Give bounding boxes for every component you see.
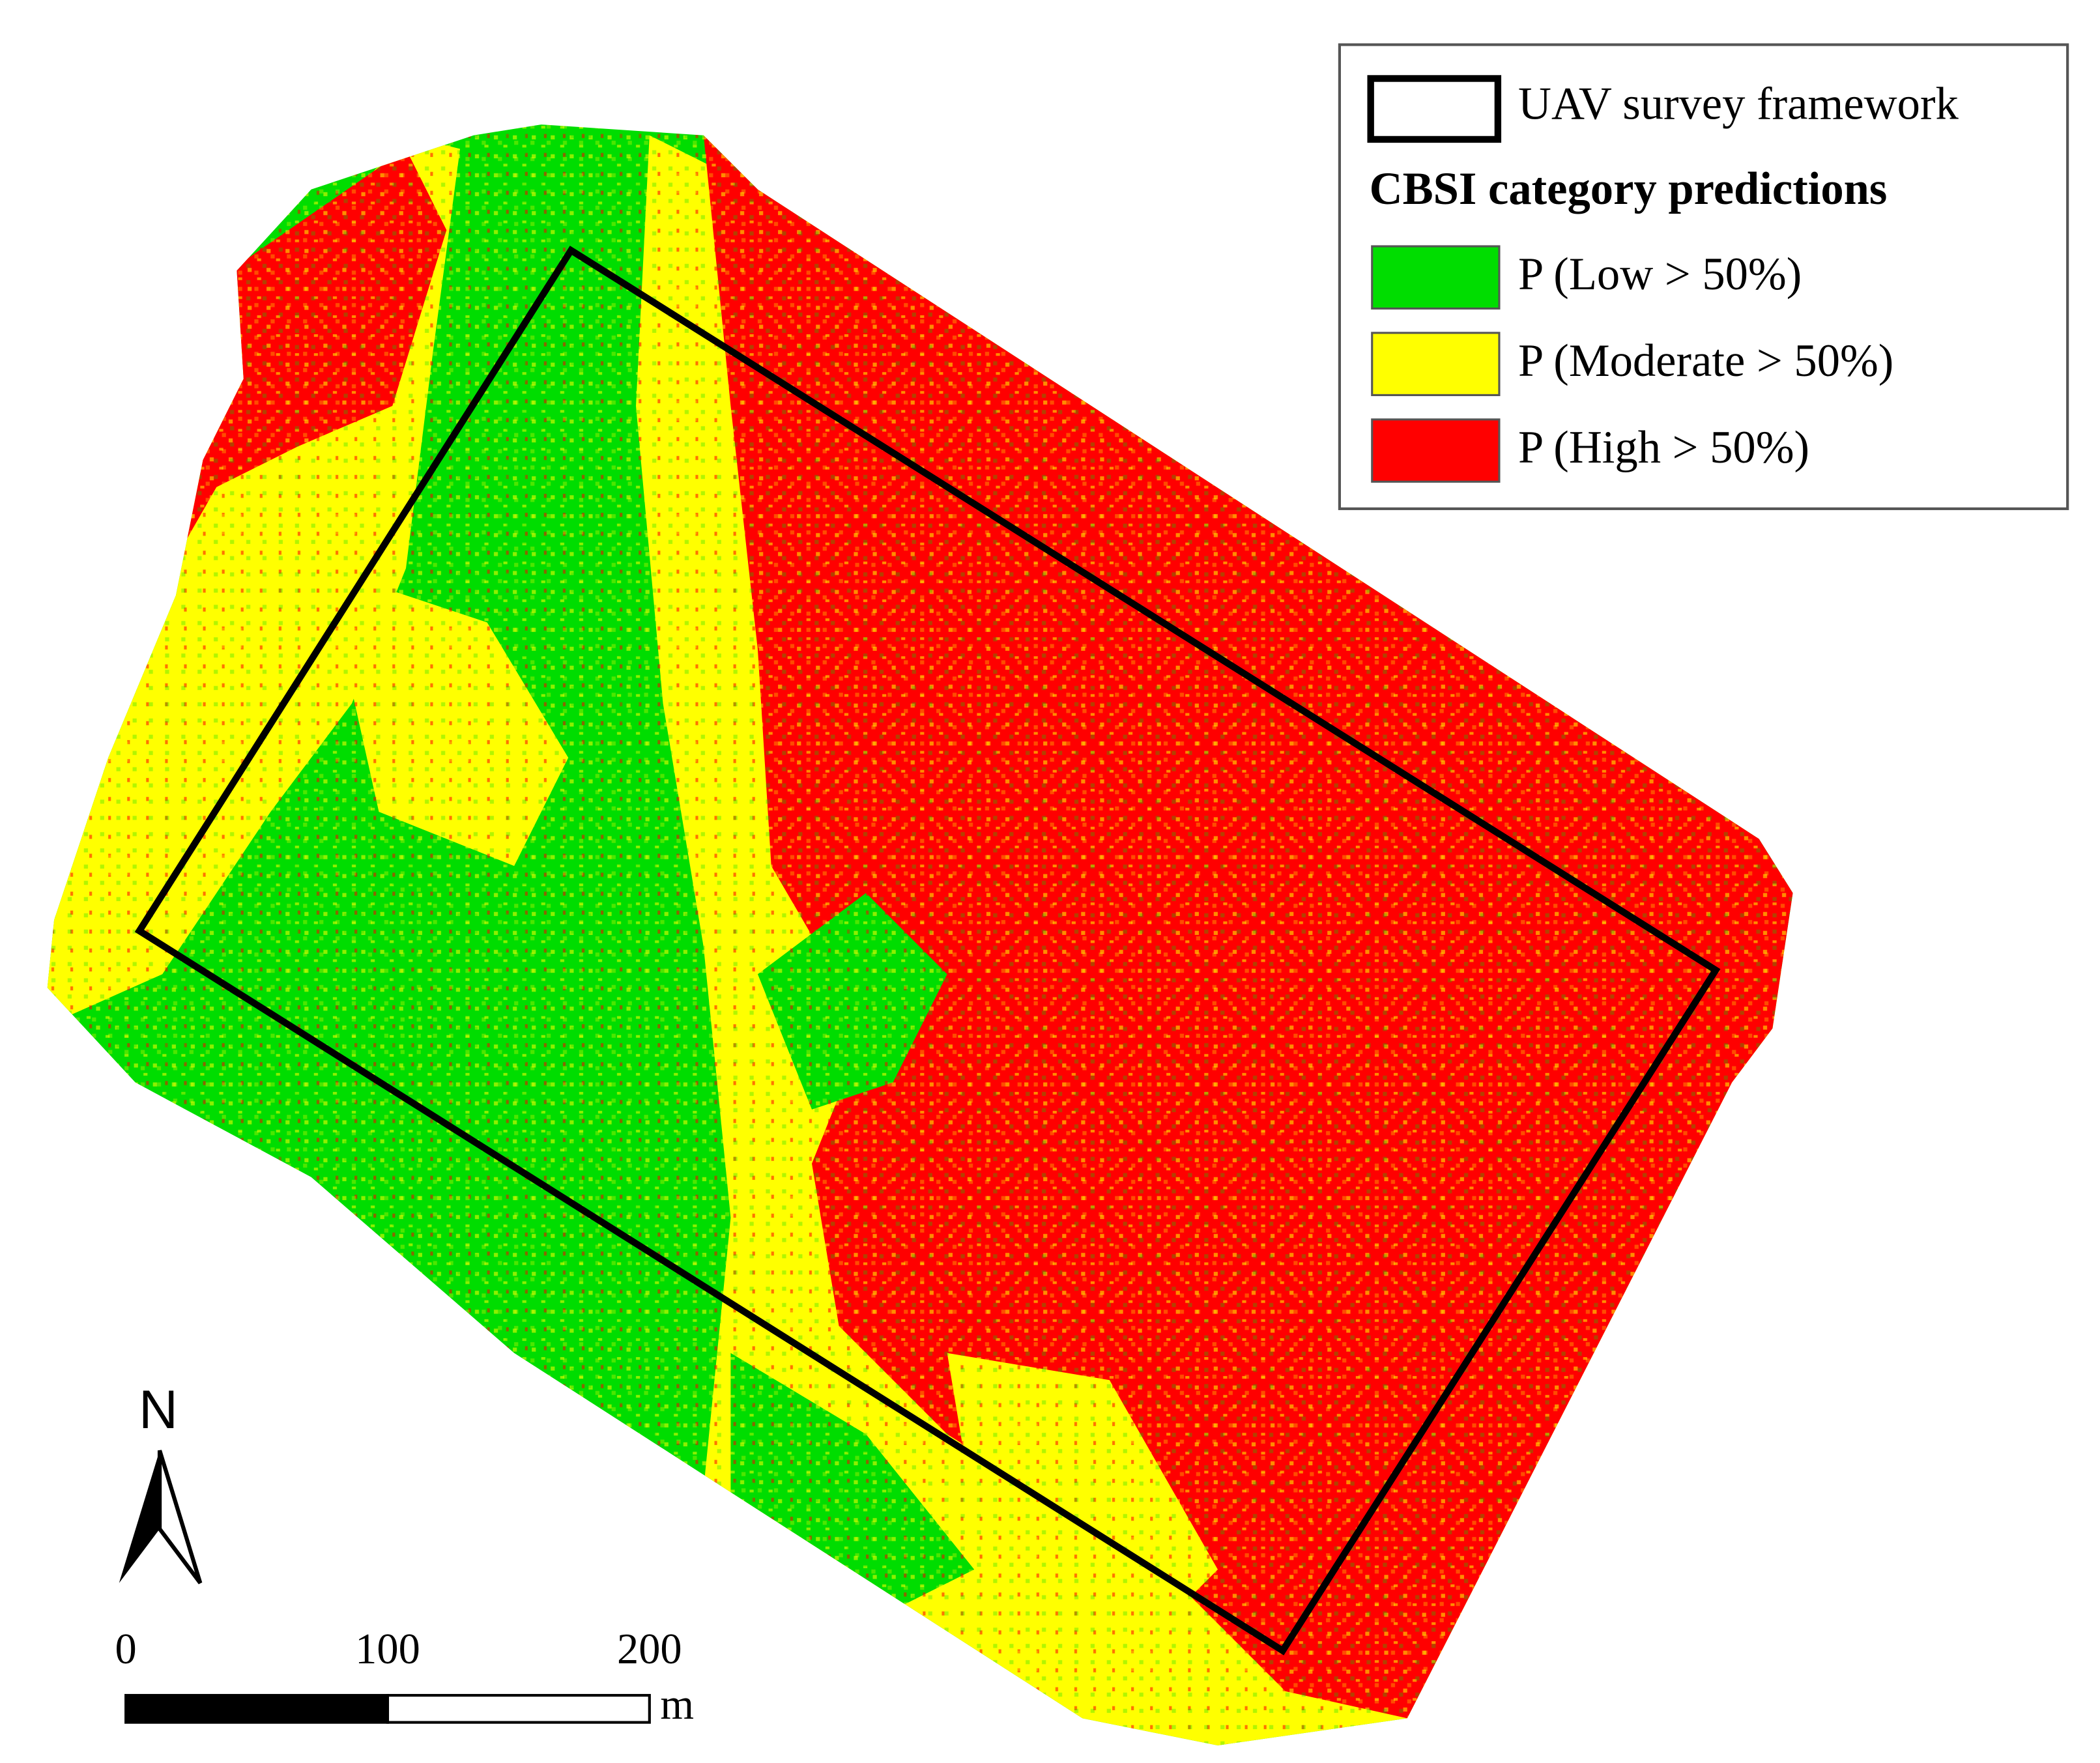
north-arrow-left <box>119 1450 160 1583</box>
legend-swatch <box>1371 332 1501 396</box>
scale-label: 0 <box>115 1626 137 1673</box>
legend-label: P (Low > 50%) <box>1518 249 1802 300</box>
legend-framework-label: UAV survey framework <box>1518 78 1959 129</box>
north-arrow-right <box>157 1450 203 1584</box>
legend-title: CBSI category predictions <box>1370 164 1888 214</box>
legend-swatch <box>1371 245 1501 310</box>
north-label: N <box>139 1379 178 1440</box>
scale-label: 200 <box>617 1626 682 1673</box>
legend-label: P (High > 50%) <box>1518 422 1809 473</box>
legend-framework-symbol <box>1367 75 1502 143</box>
legend-swatch <box>1371 418 1501 483</box>
scale-segment <box>386 1694 651 1724</box>
survey-framework <box>134 246 1721 1656</box>
legend-label: P (Moderate > 50%) <box>1518 336 1893 386</box>
scale-label: 100 <box>355 1626 420 1673</box>
scale-segment <box>124 1694 390 1724</box>
scale-bar: 0 100 200 m <box>115 1626 695 1728</box>
scale-unit: m <box>660 1681 694 1728</box>
legend-items: P (Low > 50%) P (Moderate > 50%) P (High >… <box>1371 245 1893 483</box>
